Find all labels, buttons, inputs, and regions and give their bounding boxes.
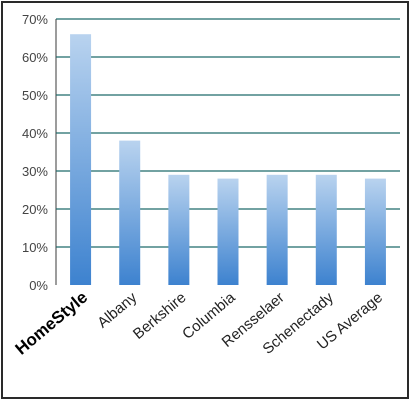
x-tick-label: Berkshire <box>130 289 189 343</box>
y-tick-label: 20% <box>22 202 48 217</box>
y-tick-label: 30% <box>22 164 48 179</box>
x-tick-label: HomeStyle <box>12 288 92 359</box>
x-axis-labels: HomeStyle AlbanyBerkshireColumbiaRenssela… <box>12 288 386 359</box>
y-tick-label: 60% <box>22 50 48 65</box>
bar-homestyle <box>70 34 92 286</box>
x-tick-label: Albany <box>94 289 140 332</box>
bar-berkshire <box>168 174 190 285</box>
y-tick-label: 50% <box>22 88 48 103</box>
bar-rensselaer <box>266 174 288 285</box>
y-tick-label: 40% <box>22 126 48 141</box>
bar-schenectady <box>315 174 337 285</box>
bar-columbia <box>217 178 239 285</box>
bars <box>70 34 386 286</box>
bar-us-average <box>364 178 386 285</box>
gridlines <box>55 18 400 285</box>
y-tick-label: 70% <box>22 12 48 27</box>
y-tick-label: 10% <box>22 240 48 255</box>
y-tick-label: 0% <box>29 278 48 293</box>
bar-albany <box>119 140 141 285</box>
y-axis-ticks: 0% 10% 20% 30% 40% 50% 60% 70% <box>22 12 48 293</box>
